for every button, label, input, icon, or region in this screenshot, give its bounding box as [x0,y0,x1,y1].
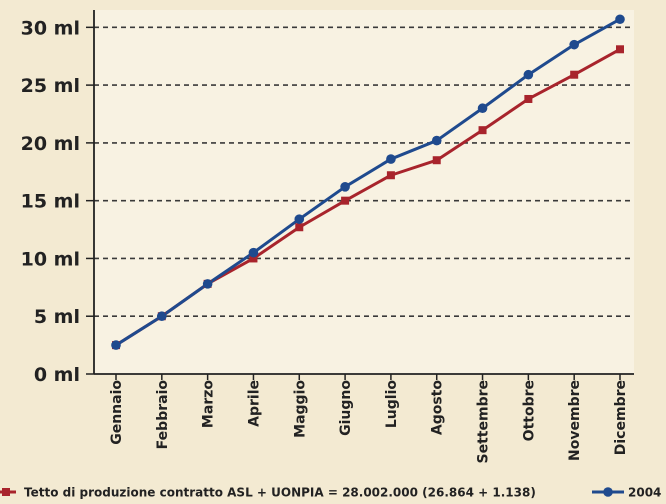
x-tick-label: Aprile [246,380,262,427]
y-tick-label: 20 ml [21,133,80,155]
x-tick-label: Maggio [292,380,308,438]
legend-label-1: Tetto di produzione contratto ASL + UONP… [24,486,536,500]
x-tick-label: Marzo [201,380,217,428]
y-tick-label: 30 ml [21,17,80,39]
series-1-point [249,254,258,263]
x-tick-label: Agosto [430,380,446,436]
series-2-point [340,182,350,192]
x-tick-label: Febbraio [155,380,171,450]
x-tick-label: Luglio [384,380,400,429]
series-1-point [432,156,441,165]
series-2-point [294,214,305,224]
x-tick-label: Giugno [338,380,354,436]
series-1-point [524,94,533,103]
series-1-point [295,223,304,232]
legend-marker-1 [2,488,10,496]
y-tick-label: 15 ml [21,191,80,213]
series-1-point [341,196,350,205]
series-2-point [111,340,121,350]
x-tick-label: Settembre [476,380,492,463]
series-2-point [615,14,625,25]
x-axis: Gennaio Febbraio Marzo Aprile Maggio Giugno Lu… [94,373,634,463]
plot-area [94,10,634,374]
series-line-2 [115,17,621,347]
y-tick-label: 10 ml [21,248,80,270]
x-tick-label: Novembre [567,380,583,461]
legend-label-2: 2004 [628,486,661,500]
series-2-point [477,103,488,114]
series-2-point [523,69,534,80]
y-tick-label: 25 ml [21,75,80,97]
series-1-point [570,70,579,79]
y-axis: 0 ml 5 ml 10 ml 15 ml 20 ml 25 ml 30 ml [21,10,95,386]
legend-marker-2 [603,487,613,497]
series-2-point [248,247,259,258]
series-2-point [202,279,213,289]
x-tick-label: Ottobre [521,380,537,441]
y-tick-label: 0 ml [34,364,80,386]
series-2-point [157,311,167,322]
series-2-point [386,154,396,164]
x-tick-label: Gennaio [109,380,125,445]
series-1-point [616,45,624,54]
grid [94,26,634,318]
series-1-point [478,126,487,135]
series-layer [111,14,625,350]
x-tick-label: Dicembre [613,380,629,455]
legend: Tetto di produzione contratto ASL + UONP… [0,486,661,500]
series-2-point [431,135,442,146]
series-1-point [386,171,395,180]
series-2-point [569,39,579,50]
y-tick-label: 5 ml [34,306,80,328]
